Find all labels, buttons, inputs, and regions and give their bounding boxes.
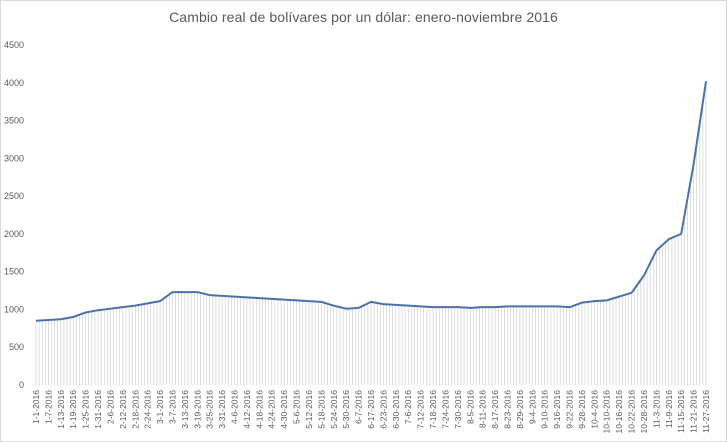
y-tick-label: 500 <box>9 342 24 352</box>
x-tick-label: 7-12-2016 <box>416 390 426 429</box>
x-tick-label: 8-11-2016 <box>478 390 488 428</box>
y-tick-label: 0 <box>19 380 24 390</box>
x-tick-label: 11-3-2016 <box>651 390 661 428</box>
x-tick-label: 8-5-2016 <box>465 390 475 424</box>
x-tick-label: 8-23-2016 <box>502 390 512 429</box>
x-tick-label: 3-13-2016 <box>180 390 190 429</box>
x-tick-label: 4-12-2016 <box>242 390 252 429</box>
x-tick-label: 4-18-2016 <box>254 390 264 429</box>
x-tick-label: 5-12-2016 <box>304 390 314 429</box>
x-tick-label: 1-19-2016 <box>68 390 78 429</box>
x-tick-label: 1-13-2016 <box>56 390 66 429</box>
drop-lines <box>35 81 707 385</box>
y-axis: 0 500 1000 1500 2000 2500 3000 3500 4000 4500 <box>4 40 24 390</box>
x-tick-label: 6-17-2016 <box>366 390 376 429</box>
x-tick-label: 1-25-2016 <box>81 390 91 429</box>
x-tick-label: 9-4-2016 <box>527 390 537 424</box>
x-tick-label: 10-28-2016 <box>639 390 649 434</box>
x-tick-label: 10-4-2016 <box>589 390 599 429</box>
x-tick-label: 5-30-2016 <box>341 390 351 429</box>
x-tick-label: 4-30-2016 <box>279 390 289 429</box>
x-tick-label: 1-1-2016 <box>31 390 41 424</box>
x-tick-label: 1-31-2016 <box>93 390 103 429</box>
y-tick-label: 4500 <box>4 40 24 50</box>
x-tick-label: 6-7-2016 <box>354 390 364 424</box>
y-tick-label: 4000 <box>4 78 24 88</box>
x-tick-label: 9-28-2016 <box>577 390 587 429</box>
x-tick-label: 1-7-2016 <box>43 390 53 424</box>
x-tick-label: 2-12-2016 <box>118 390 128 429</box>
x-tick-label: 10-16-2016 <box>614 390 624 434</box>
x-tick-label: 2-6-2016 <box>105 390 115 424</box>
x-tick-label: 9-16-2016 <box>552 390 562 429</box>
y-tick-label: 1500 <box>4 267 24 277</box>
x-tick-label: 5-18-2016 <box>316 390 326 429</box>
x-tick-label: 6-23-2016 <box>378 390 388 429</box>
x-tick-label: 5-6-2016 <box>292 390 302 424</box>
x-tick-label: 3-25-2016 <box>205 390 215 429</box>
x-tick-label: 11-21-2016 <box>689 390 699 433</box>
x-tick-label: 3-31-2016 <box>217 390 227 429</box>
x-tick-label: 2-18-2016 <box>130 390 140 429</box>
x-tick-label: 8-17-2016 <box>490 390 500 429</box>
x-axis: 1-1-2016 1-7-2016 1-13-2016 1-19-2016 1-25-2… <box>31 390 711 434</box>
exchange-rate-line <box>35 81 707 322</box>
chart-title: Cambio real de bolívares por un dólar: e… <box>169 9 558 25</box>
x-tick-label: 11-9-2016 <box>664 390 674 428</box>
x-tick-label: 7-18-2016 <box>428 390 438 429</box>
x-tick-label: 9-22-2016 <box>565 390 575 429</box>
x-tick-label: 7-24-2016 <box>440 390 450 429</box>
x-tick-label: 5-24-2016 <box>329 390 339 429</box>
y-tick-label: 3000 <box>4 153 24 163</box>
x-tick-label: 7-6-2016 <box>403 390 413 424</box>
x-tick-label: 10-22-2016 <box>627 390 637 434</box>
x-tick-label: 11-27-2016 <box>701 390 711 433</box>
x-tick-label: 4-6-2016 <box>230 390 240 424</box>
x-tick-label: 9-10-2016 <box>540 390 550 429</box>
y-tick-label: 2000 <box>4 229 24 239</box>
y-tick-label: 3500 <box>4 116 24 126</box>
x-tick-label: 7-30-2016 <box>453 390 463 429</box>
x-tick-label: 8-29-2016 <box>515 390 525 429</box>
x-tick-label: 3-7-2016 <box>167 390 177 424</box>
x-tick-label: 2-24-2016 <box>143 390 153 429</box>
y-tick-label: 2500 <box>4 191 24 201</box>
x-tick-label: 3-1-2016 <box>155 390 165 424</box>
x-tick-label: 6-30-2016 <box>391 390 401 429</box>
x-tick-label: 11-15-2016 <box>676 390 686 433</box>
x-tick-label: 3-19-2016 <box>192 390 202 429</box>
x-tick-label: 10-10-2016 <box>602 390 612 434</box>
x-tick-label: 4-24-2016 <box>267 390 277 429</box>
y-tick-label: 1000 <box>4 304 24 314</box>
